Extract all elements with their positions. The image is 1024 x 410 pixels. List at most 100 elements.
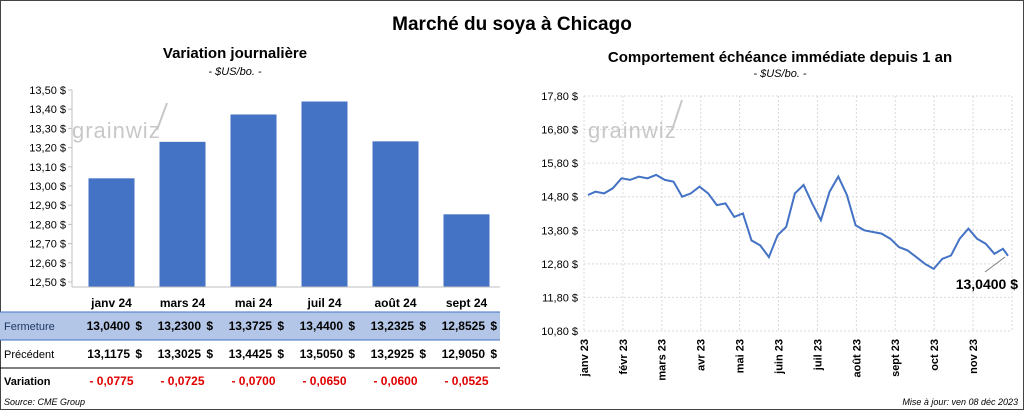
table-cell-currency: $ (490, 319, 497, 333)
right-y-tick-label: 15,80 $ (541, 158, 578, 170)
right-chart-title: Comportement échéance immédiate depuis 1… (607, 49, 953, 66)
table-cell-variation: - 0,0725 (160, 374, 204, 388)
category-label: mars 24 (160, 296, 206, 310)
right-watermark: grainwiz (588, 99, 683, 143)
table-cell-value: 13,2925 (371, 347, 415, 361)
table-cell-value: 13,3725 (229, 319, 273, 333)
table-cell-currency: $ (277, 319, 284, 333)
bar-sept-24 (443, 214, 490, 287)
right-x-tick-label: oct 23 (929, 339, 941, 371)
table-cell-currency: $ (490, 347, 497, 361)
right-y-tick-label: 17,80 $ (541, 91, 578, 103)
bar-janv-24 (88, 178, 135, 287)
closing-row-highlight (0, 312, 500, 340)
left-y-tick-label: 13,20 $ (29, 143, 66, 155)
table-cell-currency: $ (135, 319, 142, 333)
left-y-tick-label: 13,00 $ (29, 181, 66, 193)
table-cell-value: 13,1175 (87, 347, 130, 361)
category-label: janv 24 (90, 296, 132, 310)
table-cell-variation: - 0,0650 (302, 374, 346, 388)
category-label: août 24 (374, 296, 416, 310)
right-y-tick-label: 11,80 $ (542, 292, 578, 304)
right-y-tick-label: 10,80 $ (541, 326, 578, 338)
bar-août-24 (372, 141, 419, 287)
left-watermark: grainwiz (72, 102, 168, 143)
right-x-tick-label: mai 23 (735, 339, 747, 373)
left-y-tick-label: 13,10 $ (29, 162, 66, 174)
table-cell-currency: $ (206, 319, 213, 333)
table-cell-value: 13,4425 (229, 347, 273, 361)
left-y-tick-label: 12,50 $ (29, 277, 66, 289)
left-chart-title: Variation journalière (162, 45, 308, 62)
right-y-tick-label: 13,80 $ (541, 225, 578, 237)
price-series-line (587, 173, 1009, 271)
table-cell-value: 12,8525 (442, 319, 486, 333)
category-labels: janv 24 mars 24 mai 24 juil 24 août 24 sept 2… (90, 296, 487, 310)
last-value-label: 13,0400 $ (956, 276, 1018, 292)
table-cell-variation: - 0,0700 (231, 374, 275, 388)
left-y-tick-label: 12,70 $ (29, 239, 66, 251)
left-y-tick-label: 13,30 $ (29, 123, 66, 135)
right-x-tick-label: janv 23 (579, 339, 591, 377)
right-x-tick-label: juil 23 (812, 339, 824, 371)
right-x-tick-label: sept 23 (890, 339, 902, 377)
table-cell-currency: $ (419, 347, 426, 361)
right-x-tick-label: juin 23 (773, 339, 785, 375)
left-y-tick-label: 12,90 $ (29, 200, 66, 212)
right-y-tick-label: 14,80 $ (541, 192, 578, 204)
table-cell-variation: - 0,0600 (373, 374, 417, 388)
update-note: Mise à jour: ven 08 déc 2023 (902, 397, 1018, 407)
table-cell-value: 13,2300 (158, 319, 202, 333)
line-chart: grainwiz 17,80 $ 16,80 $ 15,80 $ 14,80 $ 13,… (541, 91, 1018, 381)
right-chart-unit: - $US/bo. - (753, 68, 807, 80)
right-y-tick-label: 16,80 $ (541, 125, 578, 137)
table-cell-currency: $ (348, 347, 355, 361)
table-rows: Fermeture 13,0400 $13,2300 $13,3725 $13,4400… (4, 319, 497, 388)
right-watermark-text: grainwiz (588, 118, 677, 143)
left-watermark-text: grainwiz (72, 118, 161, 143)
right-x-tick-label: mars 23 (657, 339, 669, 381)
table-cell-currency: $ (277, 347, 284, 361)
left-y-tick-label: 12,60 $ (29, 258, 66, 270)
bar-chart: grainwiz 13,50 $13,40 $13,30 $13,20 $13,… (29, 85, 500, 289)
right-x-tick-label: févr 23 (618, 339, 630, 374)
table-cell-value: 13,0400 (87, 319, 131, 333)
source-note: Source: CME Group (4, 397, 86, 407)
left-chart-unit: - $US/bo. - (208, 66, 262, 78)
table-cell-variation: - 0,0775 (89, 374, 133, 388)
table-cell-currency: $ (206, 347, 213, 361)
right-x-ticks: janv 23 févr 23 mars 23 avr 23 mai 23 juin 23… (579, 339, 980, 381)
table-cell-currency: $ (348, 319, 355, 333)
bars (88, 101, 490, 288)
category-label: juil 24 (306, 296, 341, 310)
left-y-tick-label: 13,50 $ (29, 85, 66, 97)
bar-mai-24 (230, 114, 277, 287)
right-y-tick-label: 12,80 $ (541, 259, 578, 271)
table-cell-variation: - 0,0525 (444, 374, 488, 388)
table-cell-value: 13,3025 (158, 347, 202, 361)
right-y-ticks: 17,80 $ 16,80 $ 15,80 $ 14,80 $ 13,80 $ 12,80… (541, 91, 578, 338)
category-label: mai 24 (235, 296, 273, 310)
price-table: janv 24 mars 24 mai 24 juil 24 août 24 sept 2… (0, 296, 500, 388)
bar-juil-24 (301, 101, 348, 288)
table-cell-value: 12,9050 (442, 347, 486, 361)
left-y-ticks: 13,50 $ 13,40 $ 13,30 $ 13,20 $ 13,10 $ 13,00… (29, 85, 72, 289)
right-gridlines (583, 95, 1013, 332)
watermark-wheat-icon (671, 99, 683, 131)
watermark-wheat-icon (156, 102, 168, 131)
left-y-tick-label: 12,80 $ (29, 219, 66, 231)
right-x-tick-label: nov 23 (968, 339, 980, 374)
bar-mars-24 (159, 141, 206, 287)
row-label-0: Fermeture (4, 321, 55, 333)
row-label-2: Variation (4, 376, 51, 388)
category-label: sept 24 (446, 296, 488, 310)
table-cell-currency: $ (419, 319, 426, 333)
table-cell-value: 13,2325 (371, 319, 415, 333)
last-value-leader (984, 256, 1006, 273)
table-cell-currency: $ (135, 347, 142, 361)
table-cell-value: 13,5050 (300, 347, 344, 361)
right-x-tick-label: août 23 (851, 339, 863, 378)
table-cell-value: 13,4400 (300, 319, 344, 333)
row-label-1: Précédent (4, 349, 54, 361)
